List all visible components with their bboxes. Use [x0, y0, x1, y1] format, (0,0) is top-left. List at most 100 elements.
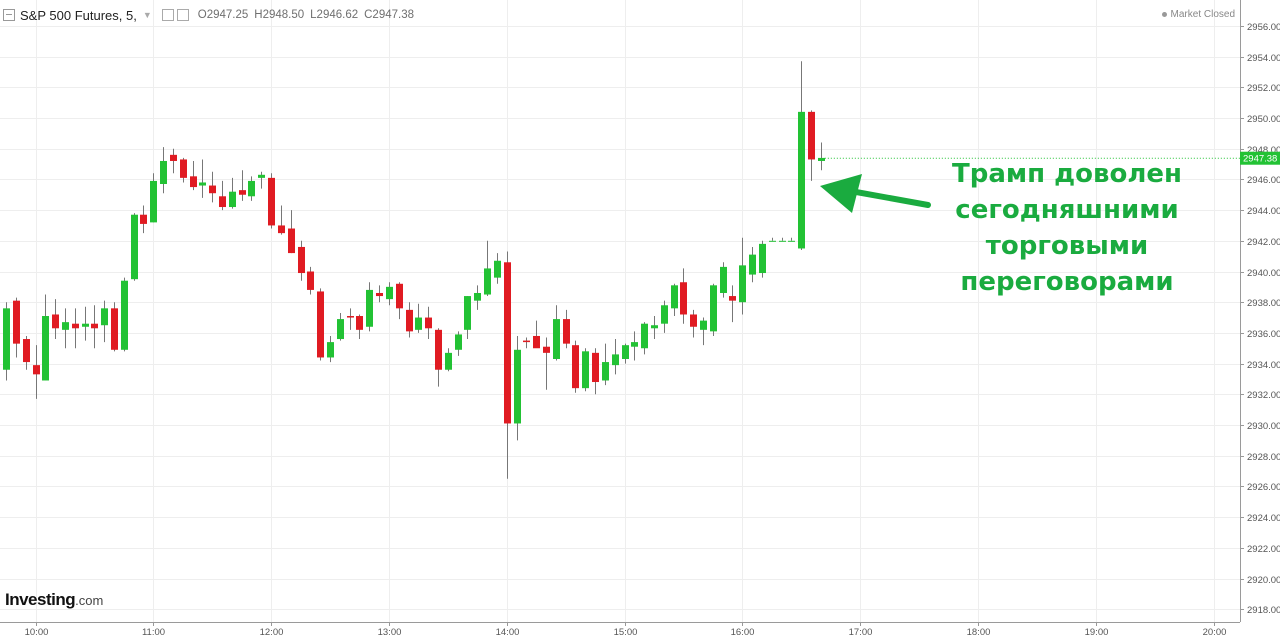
candle	[33, 345, 40, 399]
candle-body	[386, 286, 393, 300]
annotation-line: Трамп доволен	[952, 159, 1182, 189]
candle	[337, 312, 344, 341]
candle	[494, 253, 501, 284]
candle	[612, 339, 619, 375]
candle-body	[415, 317, 422, 330]
candle	[23, 335, 30, 370]
candle	[602, 343, 609, 386]
candle	[798, 61, 805, 251]
candle-body	[268, 177, 275, 226]
time-tick-label: 12:00	[260, 627, 284, 637]
collapse-icon[interactable]	[3, 9, 15, 21]
price-tick-label: 2944.00	[1247, 206, 1280, 217]
candle	[356, 314, 363, 340]
candle-body	[602, 362, 609, 381]
candle	[788, 237, 795, 242]
annotation-arrow-icon	[820, 174, 931, 213]
price-tick-label: 2938.00	[1247, 298, 1280, 309]
candle-body	[229, 191, 236, 208]
candle	[317, 288, 324, 361]
price-tick-label: 2924.00	[1247, 513, 1280, 524]
candle-body	[425, 317, 432, 329]
candle	[3, 302, 10, 381]
price-tick-label: 2952.00	[1247, 83, 1280, 94]
candle-body	[42, 316, 49, 381]
candle	[631, 331, 638, 361]
time-tick-label: 10:00	[25, 627, 49, 637]
time-tick-label: 20:00	[1203, 627, 1227, 637]
candle	[808, 110, 815, 181]
candle	[258, 171, 265, 189]
candle-body	[278, 225, 285, 234]
candles	[3, 61, 1240, 479]
candle	[415, 303, 422, 333]
candle	[592, 348, 599, 395]
annotation-line: сегодняшними	[955, 195, 1179, 225]
candle-body	[170, 154, 177, 161]
candle-body	[121, 280, 128, 350]
price-tick-label: 2934.00	[1247, 360, 1280, 371]
time-tick-label: 14:00	[496, 627, 520, 637]
candle-body	[504, 262, 511, 424]
price-tick-label: 2918.00	[1247, 605, 1280, 616]
candle-body	[160, 160, 167, 185]
candle-body	[3, 308, 10, 370]
candle	[818, 142, 825, 171]
candle	[445, 348, 452, 372]
candle-body	[582, 351, 589, 389]
candle-body	[190, 176, 197, 188]
candle-body	[572, 345, 579, 389]
candle-body	[671, 285, 678, 309]
symbol-title[interactable]: S&P 500 Futures, 5,	[20, 7, 137, 23]
candle	[91, 305, 98, 349]
candle-body	[13, 300, 20, 344]
ohlc-close: C2947.38	[364, 9, 414, 21]
hide-icon[interactable]	[176, 9, 189, 21]
candle-body	[474, 292, 481, 301]
settings-icon[interactable]	[161, 9, 174, 21]
annotation-line: торговыми	[985, 231, 1149, 261]
candle	[82, 306, 89, 341]
time-tick-label: 19:00	[1085, 627, 1109, 637]
candle-body	[199, 182, 206, 186]
candle	[396, 282, 403, 320]
candle-body	[337, 319, 344, 340]
candle	[582, 348, 589, 392]
logo-brand: Investing	[5, 590, 76, 609]
time-tick-label: 16:00	[731, 627, 755, 637]
time-tick-label: 18:00	[967, 627, 991, 637]
candle	[533, 320, 540, 349]
candle	[622, 343, 629, 364]
candle	[150, 173, 157, 223]
time-tick-label: 17:00	[849, 627, 873, 637]
candle-body	[779, 240, 786, 242]
candle-body	[33, 365, 40, 375]
candle	[425, 306, 432, 340]
price-tick-label: 2942.00	[1247, 237, 1280, 248]
logo-suffix: .com	[75, 593, 104, 608]
candle-body	[445, 352, 452, 370]
chevron-down-icon[interactable]: ▼	[142, 10, 152, 20]
candle-body	[307, 271, 314, 290]
market-status: Market Closed	[1161, 9, 1235, 20]
candle	[278, 205, 285, 235]
candle	[140, 205, 147, 234]
candle-body	[101, 308, 108, 326]
time-tick-label: 11:00	[142, 627, 165, 637]
candle-body	[288, 228, 295, 254]
candle	[131, 213, 138, 281]
price-tick-label: 2948.00	[1247, 145, 1280, 156]
candle-body	[543, 346, 550, 353]
candle	[779, 237, 786, 242]
candle	[248, 176, 255, 201]
price-tick-label: 2946.00	[1247, 175, 1280, 186]
candle-body	[759, 243, 766, 274]
price-tick-label: 2956.00	[1247, 22, 1280, 33]
investing-logo: Investing.com	[5, 590, 103, 610]
candle-body	[769, 240, 776, 242]
candle	[671, 283, 678, 317]
candle-body	[376, 292, 383, 297]
candle	[180, 157, 187, 183]
time-axis: 10:00 11:00 12:00 13:00 14:00 15:00 16:00 17:00…	[0, 622, 1240, 637]
